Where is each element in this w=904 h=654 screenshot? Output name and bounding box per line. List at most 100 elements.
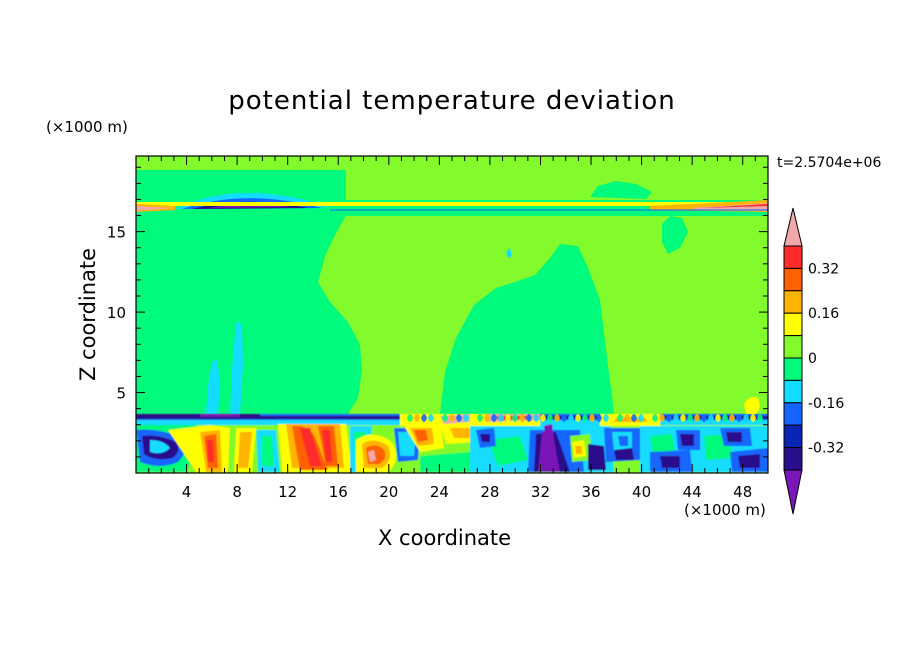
ripple: [736, 414, 742, 422]
x-tick-label: 24: [430, 483, 449, 501]
colorbar-label: -0.16: [808, 396, 844, 412]
colorbar-swatch: [783, 357, 803, 381]
ripple: [505, 414, 511, 422]
x-axis-label: X coordinate: [378, 526, 512, 550]
x-tick-label: 40: [632, 483, 651, 501]
x-tick-label: 20: [379, 483, 398, 501]
ripple: [526, 414, 532, 422]
ripple: [575, 414, 581, 422]
field-upper-yellow-band: [136, 202, 768, 206]
colorbar-swatch: [783, 379, 803, 404]
axis-ticks: [136, 156, 768, 473]
y-tick-label: 5: [116, 385, 126, 403]
ripple: [722, 414, 728, 422]
x-tick-label: 4: [182, 483, 192, 501]
ripple: [694, 414, 700, 422]
ripple: [687, 414, 693, 422]
field-upper-blue-line: [330, 209, 768, 211]
ripple: [463, 414, 469, 422]
x-tick-label: 28: [480, 483, 499, 501]
colorbar-label: 0.16: [808, 306, 839, 322]
colorbar-extend-min: [783, 469, 803, 515]
ripple: [449, 414, 455, 422]
x-tick-label: 36: [581, 483, 600, 501]
colorbar: 0.32 0.16 0 -0.16 -0.32: [783, 207, 844, 515]
ripple: [414, 414, 420, 422]
ripple: [652, 414, 658, 422]
field-near-zero-negative-upper-left: [136, 170, 362, 414]
ripple: [624, 414, 630, 422]
x-tick-label: 16: [329, 483, 348, 501]
ripple: [519, 414, 525, 422]
ripple: [757, 414, 763, 422]
field-weak-negative-column-2: [230, 322, 243, 414]
ripple: [617, 414, 623, 422]
ripple: [435, 414, 441, 422]
ripple: [729, 414, 735, 422]
colorbar-label: 0: [808, 351, 817, 367]
x-tick-label: 8: [232, 483, 242, 501]
ripple: [421, 414, 427, 422]
ripple: [666, 414, 672, 422]
ripple: [547, 414, 553, 422]
x-tick-label: 48: [733, 483, 752, 501]
ripple: [638, 414, 644, 422]
ripple: [701, 414, 707, 422]
field-weak-negative-column: [206, 360, 220, 414]
ripple: [596, 414, 602, 422]
field: [136, 156, 768, 473]
ripple: [680, 414, 686, 422]
ripple: [512, 414, 518, 422]
time-stamp: t=2.5704e+06: [777, 155, 882, 171]
ripple: [568, 414, 574, 422]
ripple: [603, 414, 609, 422]
ripple: [484, 414, 490, 422]
ripple: [708, 414, 714, 422]
boundary-layer: [136, 414, 768, 473]
ripple: [750, 414, 756, 422]
colorbar-swatch: [783, 245, 803, 269]
x-tick-labels: 4 8 12 16 20 24 28 32 36 40 44 48: [182, 483, 752, 501]
y-tick-label: 10: [107, 304, 126, 322]
ripple: [533, 414, 539, 422]
colorbar-swatch: [783, 267, 803, 292]
x-axis-unit: (×1000 m): [684, 501, 766, 519]
ripple: [477, 414, 483, 422]
ripple: [554, 414, 560, 422]
chart-title: potential temperature deviation: [228, 86, 676, 116]
ripple: [659, 414, 665, 422]
x-tick-label: 44: [683, 483, 702, 501]
colorbar-swatch: [783, 335, 803, 359]
ripple: [470, 414, 476, 422]
y-axis-unit: (×1000 m): [46, 118, 128, 136]
colorbar-label: 0.32: [808, 261, 839, 277]
colorbar-swatch: [783, 424, 803, 449]
ripple: [540, 414, 546, 422]
ripple: [456, 414, 462, 422]
ripple: [582, 414, 588, 422]
ripple: [673, 414, 679, 422]
ripple: [715, 414, 721, 422]
y-tick-labels: 5 10 15: [107, 224, 126, 403]
colorbar-label: -0.32: [808, 441, 844, 457]
field-upper-red-band: [700, 204, 768, 208]
colorbar-swatch: [783, 402, 803, 426]
ripple: [428, 414, 434, 422]
ripple: [645, 414, 651, 422]
y-tick-label: 15: [107, 224, 126, 242]
colorbar-extend-max: [783, 207, 803, 247]
colorbar-swatch: [783, 312, 803, 337]
field-near-zero-negative-top-right: [590, 181, 652, 199]
colorbar-swatch: [783, 447, 803, 471]
ripple: [561, 414, 567, 422]
field-near-zero-negative-small-blob: [662, 216, 688, 254]
colorbar-swatch: [783, 290, 803, 314]
ripple: [743, 414, 749, 422]
field-small-positive-blob: [744, 396, 760, 414]
ripple: [400, 414, 406, 422]
x-tick-label: 32: [531, 483, 550, 501]
ripple: [442, 414, 448, 422]
ripple: [631, 414, 637, 422]
